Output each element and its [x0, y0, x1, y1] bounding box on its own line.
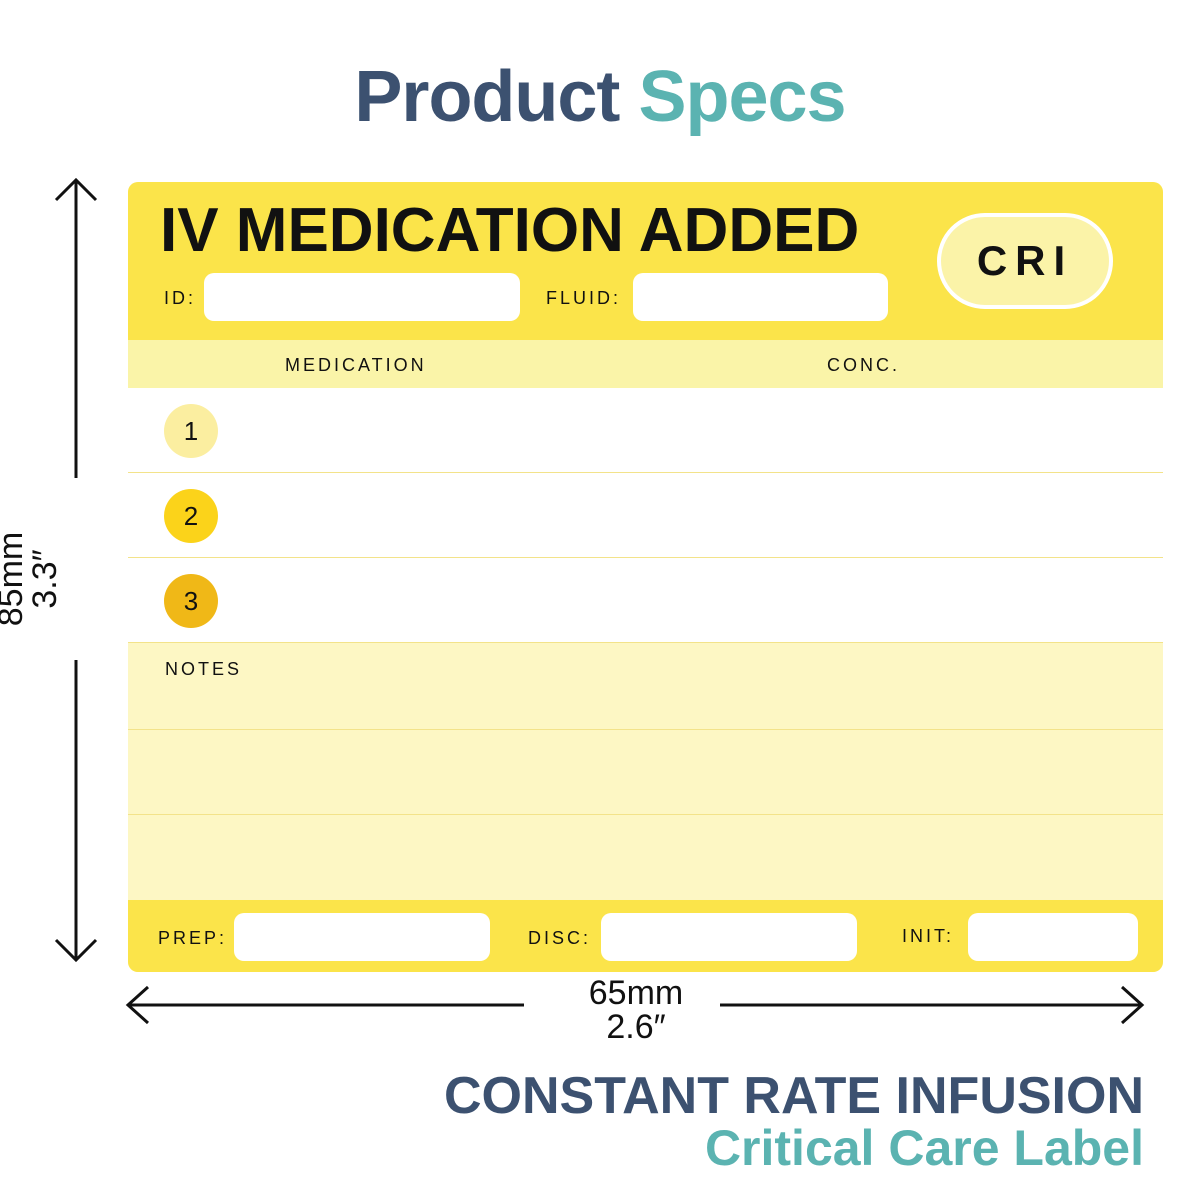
heading-part-specs: Specs [638, 57, 846, 137]
init-field[interactable] [968, 913, 1138, 961]
medication-row-1[interactable]: 1 [128, 388, 1163, 473]
notes-area[interactable] [128, 644, 1163, 900]
column-header-row [128, 340, 1163, 388]
page-heading: Product Specs [0, 52, 1200, 142]
width-in: 2.6″ [606, 1008, 666, 1046]
init-field-label: INIT: [902, 926, 955, 946]
product-name: CONSTANT RATE INFUSION [443, 1067, 1144, 1125]
width-dimension-label: 65mm 2.6″ [556, 976, 716, 1044]
medication-row-2[interactable]: 2 [128, 473, 1163, 558]
column-conc: CONC. [827, 355, 900, 375]
iv-medication-label: IV MEDICATION ADDED ID: FLUID: CRI MEDIC… [128, 182, 1163, 972]
disc-field[interactable] [601, 913, 857, 961]
prep-field[interactable] [234, 913, 490, 961]
width-mm: 65mm [588, 974, 684, 1012]
label-title: IV MEDICATION ADDED [160, 196, 860, 265]
fluid-field-label: FLUID: [546, 288, 622, 308]
row-number-1: 1 [164, 404, 218, 458]
column-medication: MEDICATION [285, 355, 427, 375]
height-in: 3.3″ [26, 549, 64, 609]
heading-part-product: Product [354, 57, 620, 137]
disc-field-label: DISC: [528, 928, 592, 948]
notes-label: NOTES [165, 659, 243, 679]
medication-row-3[interactable]: 3 [128, 558, 1163, 643]
height-dimension-arrow [54, 178, 98, 963]
prep-field-label: PREP: [158, 928, 228, 948]
id-field-label: ID: [164, 288, 197, 308]
row-number-2: 2 [164, 489, 218, 543]
notes-divider [128, 814, 1163, 815]
id-field[interactable] [204, 273, 520, 321]
cri-badge: CRI [937, 213, 1113, 309]
product-subtitle: Critical Care Label [704, 1120, 1144, 1176]
row-number-3: 3 [164, 574, 218, 628]
notes-divider [128, 729, 1163, 730]
fluid-field[interactable] [633, 273, 888, 321]
height-mm: 85mm [0, 531, 30, 627]
width-dimension-arrow [125, 985, 1145, 1025]
